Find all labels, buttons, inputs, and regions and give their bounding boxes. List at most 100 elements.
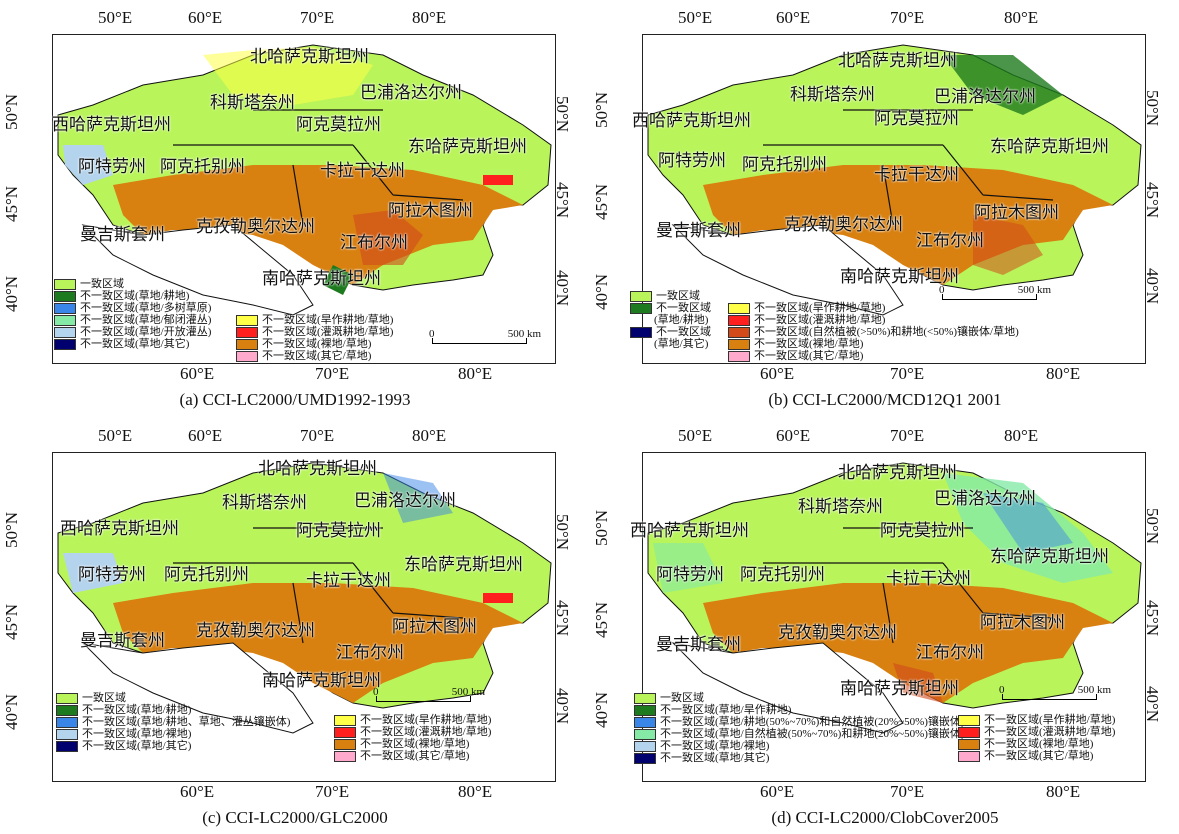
region-label-zhambyl: 江布尔州 — [336, 643, 404, 662]
swatch — [634, 716, 656, 728]
region-label-mangystau: 曼吉斯套州 — [80, 225, 165, 244]
swatch — [56, 692, 78, 704]
swatch — [334, 750, 356, 762]
region-label-karaganda: 卡拉干达州 — [886, 569, 971, 588]
region-label-atyrau: 阿特劳州 — [656, 565, 724, 584]
swatch — [958, 714, 980, 726]
scale-bar: 0 500 km — [999, 684, 1111, 702]
region-label-kyzylorda: 克孜勒奥尔达州 — [778, 623, 897, 642]
lon-label-top: 60°E — [188, 8, 223, 27]
panel-caption: (a) CCI-LC2000/UMD1992-1993 — [179, 390, 411, 409]
region-label-west-kazakhstan: 西哈萨克斯坦州 — [60, 519, 179, 538]
legend-item: 不一致区域(其它/草地) — [236, 350, 393, 362]
swatch — [54, 278, 76, 290]
swatch — [630, 326, 652, 338]
swatch — [728, 326, 750, 338]
legend-item: 不一致区域(其它/草地) — [728, 350, 1019, 362]
legend-item: 不一致区域 — [630, 326, 711, 338]
region-label-west-kazakhstan: 西哈萨克斯坦州 — [632, 111, 751, 130]
legend-item: 不一致区域(裸地/草地) — [236, 338, 393, 350]
lon-label-bottom: 70°E — [315, 782, 350, 801]
legend-item: 不一致区域(灌溉耕地/草地) — [334, 726, 491, 738]
lat-label-left: 45°N — [2, 185, 21, 222]
legend-item: 不一致区域(自然植被(>50%)和耕地(<50%)镶嵌体/草地) — [728, 326, 1019, 338]
region-label-aktobe: 阿克托别州 — [164, 565, 249, 584]
region-label-kostanay: 科斯塔奈州 — [798, 497, 883, 516]
lon-label-bottom: 80°E — [458, 364, 493, 383]
region-label-kostanay: 科斯塔奈州 — [210, 93, 295, 112]
swatch — [728, 302, 750, 314]
region-label-atyrau: 阿特劳州 — [78, 565, 146, 584]
lon-label-bottom: 80°E — [1046, 364, 1081, 383]
region-label-atyrau: 阿特劳州 — [658, 151, 726, 170]
lat-label-left: 40°N — [2, 275, 21, 312]
lon-label-top: 50°E — [678, 426, 713, 445]
region-label-north-kazakhstan: 北哈萨克斯坦州 — [250, 47, 369, 66]
region-label-zhambyl: 江布尔州 — [916, 231, 984, 250]
region-label-pavlodar: 巴浦洛达尔州 — [354, 491, 456, 510]
legend-item: 一致区域 — [54, 278, 211, 290]
legend-item: 不一致区域(旱作耕地/草地) — [958, 714, 1115, 726]
lon-label-bottom: 70°E — [890, 364, 925, 383]
region-label-east-kazakhstan: 东哈萨克斯坦州 — [990, 547, 1109, 566]
legend-item: 不一致区域(草地/耕地) — [54, 290, 211, 302]
region-label-akmola: 阿克莫拉州 — [880, 521, 965, 540]
lat-label-left: 50°N — [2, 511, 21, 548]
swatch — [634, 692, 656, 704]
swatch — [334, 726, 356, 738]
lat-label-left: 40°N — [592, 691, 611, 728]
lon-label-top: 70°E — [890, 426, 925, 445]
lon-label-top: 60°E — [776, 426, 811, 445]
region-label-aktobe: 阿克托别州 — [740, 565, 825, 584]
legend-item: 不一致区域(裸地/草地) — [728, 338, 1019, 350]
kazakhstan-map — [647, 44, 1142, 316]
swatch — [236, 338, 258, 350]
scale-bar: 0 500 km — [373, 686, 485, 704]
legend-item: 一致区域 — [56, 692, 290, 704]
map-frame — [642, 452, 1146, 782]
swatch — [54, 314, 76, 326]
swatch — [334, 738, 356, 750]
swatch — [958, 750, 980, 762]
region-label-east-kazakhstan: 东哈萨克斯坦州 — [990, 137, 1109, 156]
legend-item: 不一致区域(旱作耕地/草地) — [728, 302, 1019, 314]
lon-label-bottom: 60°E — [760, 364, 795, 383]
legend-item: 不一致区域(灌溉耕地/草地) — [236, 326, 393, 338]
region-label-kyzylorda: 克孜勒奥尔达州 — [784, 215, 903, 234]
region-label-zhambyl: 江布尔州 — [340, 233, 408, 252]
swatch — [958, 726, 980, 738]
legend-item: 不一致区域(旱作耕地/草地) — [236, 314, 393, 326]
region-label-north-kazakhstan: 北哈萨克斯坦州 — [838, 51, 957, 70]
region-label-south-kazakhstan: 南哈萨克斯坦州 — [262, 269, 381, 288]
region-label-north-kazakhstan: 北哈萨克斯坦州 — [258, 459, 377, 478]
lon-label-top: 80°E — [412, 8, 447, 27]
swatch — [634, 728, 656, 740]
swatch — [728, 314, 750, 326]
legend-item: 不一致区域(草地/开放灌丛) — [54, 326, 211, 338]
swatch — [236, 350, 258, 362]
region-label-west-kazakhstan: 西哈萨克斯坦州 — [52, 115, 171, 134]
panel-caption: (c) CCI-LC2000/GLC2000 — [202, 808, 388, 827]
region-label-south-kazakhstan: 南哈萨克斯坦州 — [840, 267, 959, 286]
region-label-pavlodar: 巴浦洛达尔州 — [934, 489, 1036, 508]
swatch — [56, 716, 78, 728]
panel-caption: (d) CCI-LC2000/ClobCover2005 — [771, 808, 999, 827]
region-label-zhambyl: 江布尔州 — [916, 643, 984, 662]
region-label-almaty: 阿拉木图州 — [388, 201, 473, 220]
region-label-akmola: 阿克莫拉州 — [296, 521, 381, 540]
legend-item: 不一致区域(草地/裸地) — [56, 728, 290, 740]
legend-right: 不一致区域(旱作耕地/草地) 不一致区域(灌溉耕地/草地) 不一致区域(裸地/草… — [236, 314, 393, 362]
swatch — [56, 740, 78, 752]
legend-right: 不一致区域(旱作耕地/草地) 不一致区域(灌溉耕地/草地) 不一致区域(裸地/草… — [958, 714, 1115, 762]
legend-item: 不一致区域(草地/耕地、草地、灌丛镶嵌体) — [56, 716, 290, 728]
lon-label-bottom: 80°E — [458, 782, 493, 801]
lon-label-bottom: 60°E — [760, 782, 795, 801]
map-frame — [52, 452, 556, 782]
lat-label-left: 50°N — [592, 91, 611, 128]
map-frame — [52, 34, 556, 364]
legend-item: 不一致区域(其它/草地) — [958, 750, 1115, 762]
swatch — [634, 704, 656, 716]
map-frame — [642, 34, 1146, 364]
legend-left: 一致区域 不一致区域 (草地/耕地) 不一致区域 (草地/其它) — [630, 290, 711, 350]
region-label-pavlodar: 巴浦洛达尔州 — [934, 87, 1036, 106]
